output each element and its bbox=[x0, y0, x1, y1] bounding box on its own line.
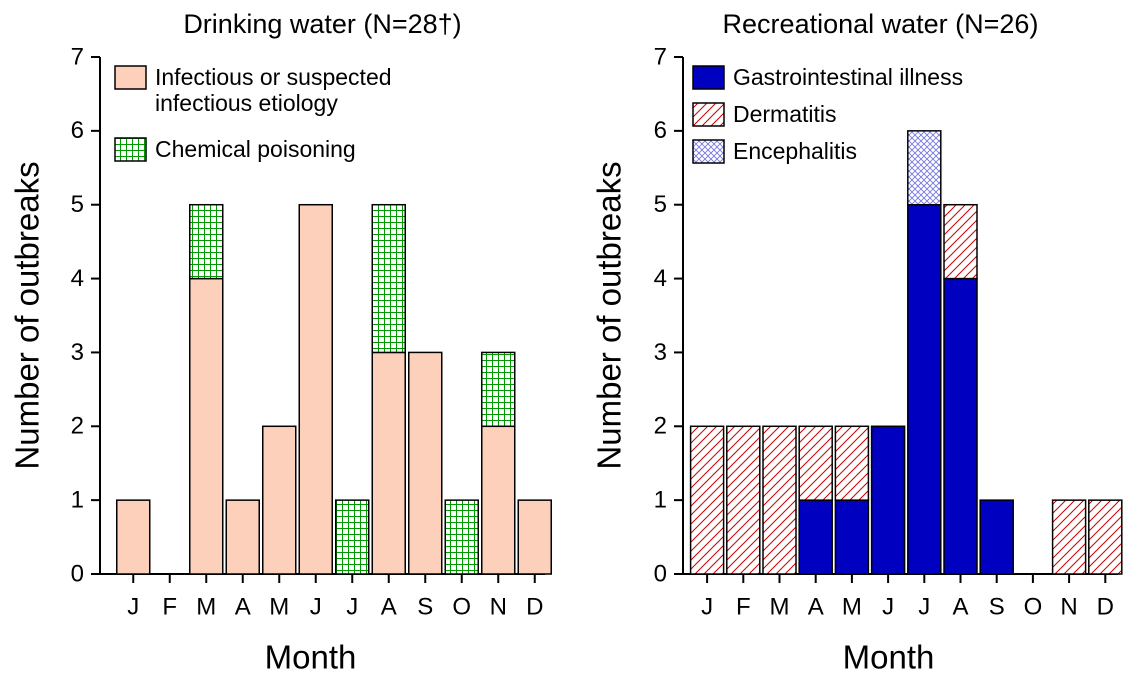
bar-segment bbox=[189, 277, 224, 575]
y-tick-label: 1 bbox=[71, 486, 84, 513]
y-axis-label: Number of outbreaks bbox=[9, 161, 46, 469]
legend-swatch bbox=[692, 139, 725, 164]
bar-segment bbox=[834, 499, 870, 575]
x-tick-label: J bbox=[346, 593, 358, 620]
y-axis-label: Number of outbreaks bbox=[591, 161, 628, 469]
y-tick-label: 5 bbox=[71, 191, 84, 218]
y-tick-label: 4 bbox=[654, 265, 667, 292]
bar-segment bbox=[907, 203, 942, 575]
x-tick-label: F bbox=[162, 593, 177, 620]
bar-segment bbox=[517, 499, 552, 575]
legend-label: Dermatitis bbox=[733, 101, 837, 127]
x-tick-label: J bbox=[701, 593, 713, 620]
x-tick-label: N bbox=[490, 593, 507, 620]
y-tick-label: 7 bbox=[654, 43, 667, 70]
x-tick-label: A bbox=[235, 593, 251, 620]
legend-label: Gastrointestinal illness bbox=[733, 64, 964, 90]
bar-segment bbox=[1088, 499, 1123, 575]
x-tick-label: M bbox=[269, 593, 289, 620]
bar-segment bbox=[1051, 499, 1087, 575]
bar-segment bbox=[907, 130, 942, 206]
y-tick-label: 6 bbox=[71, 117, 84, 144]
bar-segment bbox=[371, 203, 406, 354]
x-tick-label: M bbox=[842, 593, 862, 620]
x-tick-label: J bbox=[127, 593, 139, 620]
x-tick-label: J bbox=[882, 593, 894, 620]
bar-segment bbox=[481, 425, 516, 575]
bar-segment bbox=[726, 425, 761, 575]
bar-segment bbox=[262, 425, 297, 575]
y-tick-label: 7 bbox=[71, 43, 84, 70]
chart-title: Recreational water (N=26) bbox=[723, 9, 1039, 39]
bar-segment bbox=[979, 499, 1014, 575]
bar-segment bbox=[444, 499, 479, 575]
legend-swatch bbox=[114, 65, 147, 90]
bar-segment bbox=[943, 277, 978, 575]
x-tick-label: S bbox=[417, 593, 433, 620]
bar-segment bbox=[298, 203, 333, 575]
legend-swatch bbox=[692, 65, 725, 90]
x-tick-label: N bbox=[1060, 593, 1077, 620]
y-tick-label: 6 bbox=[654, 117, 667, 144]
x-tick-label: O bbox=[1024, 593, 1043, 620]
y-tick-label: 0 bbox=[654, 560, 667, 587]
x-tick-label: F bbox=[736, 593, 751, 620]
bar-segment bbox=[481, 351, 516, 428]
x-tick-label: A bbox=[952, 593, 968, 620]
y-tick-label: 1 bbox=[654, 486, 667, 513]
bar-segment bbox=[834, 425, 870, 501]
y-tick-label: 5 bbox=[654, 191, 667, 218]
legend-label: Chemical poisoning bbox=[155, 136, 356, 162]
x-tick-label: S bbox=[989, 593, 1005, 620]
y-tick-label: 3 bbox=[71, 339, 84, 366]
bar-segment bbox=[870, 425, 906, 575]
bar-segment bbox=[798, 499, 833, 575]
bar-segment bbox=[371, 351, 406, 575]
y-tick-label: 0 bbox=[71, 560, 84, 587]
bar-segment bbox=[408, 351, 443, 575]
x-tick-label: J bbox=[310, 593, 322, 620]
bar-segment bbox=[762, 425, 797, 575]
y-tick-label: 4 bbox=[71, 265, 84, 292]
x-tick-label: D bbox=[1097, 593, 1114, 620]
bar-segment bbox=[189, 203, 224, 280]
bar-segment bbox=[689, 425, 725, 575]
bar-segment bbox=[335, 499, 370, 575]
chart-title: Drinking water (N=28†) bbox=[183, 9, 461, 39]
x-tick-label: A bbox=[381, 593, 397, 620]
x-tick-label: A bbox=[808, 593, 824, 620]
legend-swatch bbox=[692, 102, 725, 127]
y-tick-label: 2 bbox=[654, 413, 667, 440]
legend-swatch bbox=[114, 137, 147, 162]
legend-label: Infectious or suspected infectious etiol… bbox=[155, 64, 392, 116]
legend-label: Encephalitis bbox=[733, 138, 858, 164]
x-tick-label: M bbox=[196, 593, 216, 620]
bar-segment bbox=[943, 203, 978, 280]
x-tick-label: O bbox=[452, 593, 471, 620]
bar-segment bbox=[225, 499, 260, 575]
y-tick-label: 3 bbox=[654, 339, 667, 366]
x-axis-label: Month bbox=[843, 639, 935, 675]
x-axis-label: Month bbox=[265, 639, 357, 675]
y-tick-label: 2 bbox=[71, 413, 84, 440]
x-tick-label: M bbox=[770, 593, 790, 620]
bar-segment bbox=[116, 499, 151, 575]
bar-segment bbox=[798, 425, 833, 501]
x-tick-label: D bbox=[526, 593, 543, 620]
x-tick-label: J bbox=[918, 593, 930, 620]
